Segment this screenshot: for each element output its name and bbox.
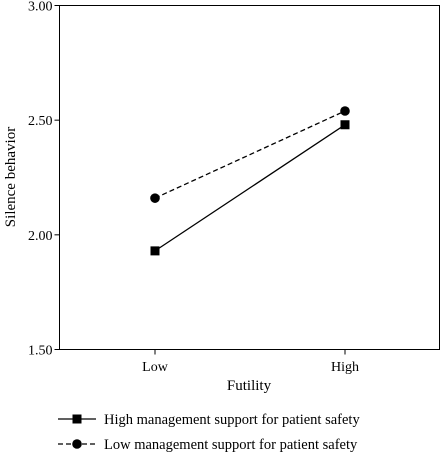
series-line [154, 124, 346, 252]
y-tick-label: 2.00 [28, 229, 53, 244]
y-axis-title: Silence behavior [3, 127, 19, 227]
legend-item: Low management support for patient safet… [58, 437, 358, 453]
plot-frame [59, 5, 440, 350]
legend: High management support for patient safe… [58, 412, 360, 453]
x-axis-ticks [154, 349, 346, 355]
y-axis-ticks [54, 5, 60, 350]
series-high-support [150, 120, 350, 256]
series-layer [150, 106, 350, 256]
series-line [154, 110, 346, 199]
series-low-support [150, 106, 350, 203]
legend-label: Low management support for patient safet… [104, 437, 358, 453]
legend-square-marker [72, 414, 82, 424]
y-tick-label: 3.00 [28, 0, 53, 15]
circle-marker [150, 193, 160, 203]
y-tick-label: 1.50 [28, 344, 53, 359]
y-tick-label: 2.50 [28, 114, 53, 129]
y-axis-tick-labels: 1.50 2.00 2.50 3.00 [28, 0, 53, 359]
legend-item: High management support for patient safe… [58, 412, 360, 428]
x-axis-tick-labels: Low High [142, 360, 359, 375]
square-marker [150, 246, 160, 256]
x-tick-label: Low [142, 360, 169, 375]
circle-marker [340, 106, 350, 116]
legend-label: High management support for patient safe… [104, 412, 360, 428]
legend-circle-marker [72, 439, 82, 449]
x-tick-label: High [331, 360, 359, 375]
x-axis-title: Futility [227, 378, 272, 394]
square-marker [340, 120, 350, 130]
